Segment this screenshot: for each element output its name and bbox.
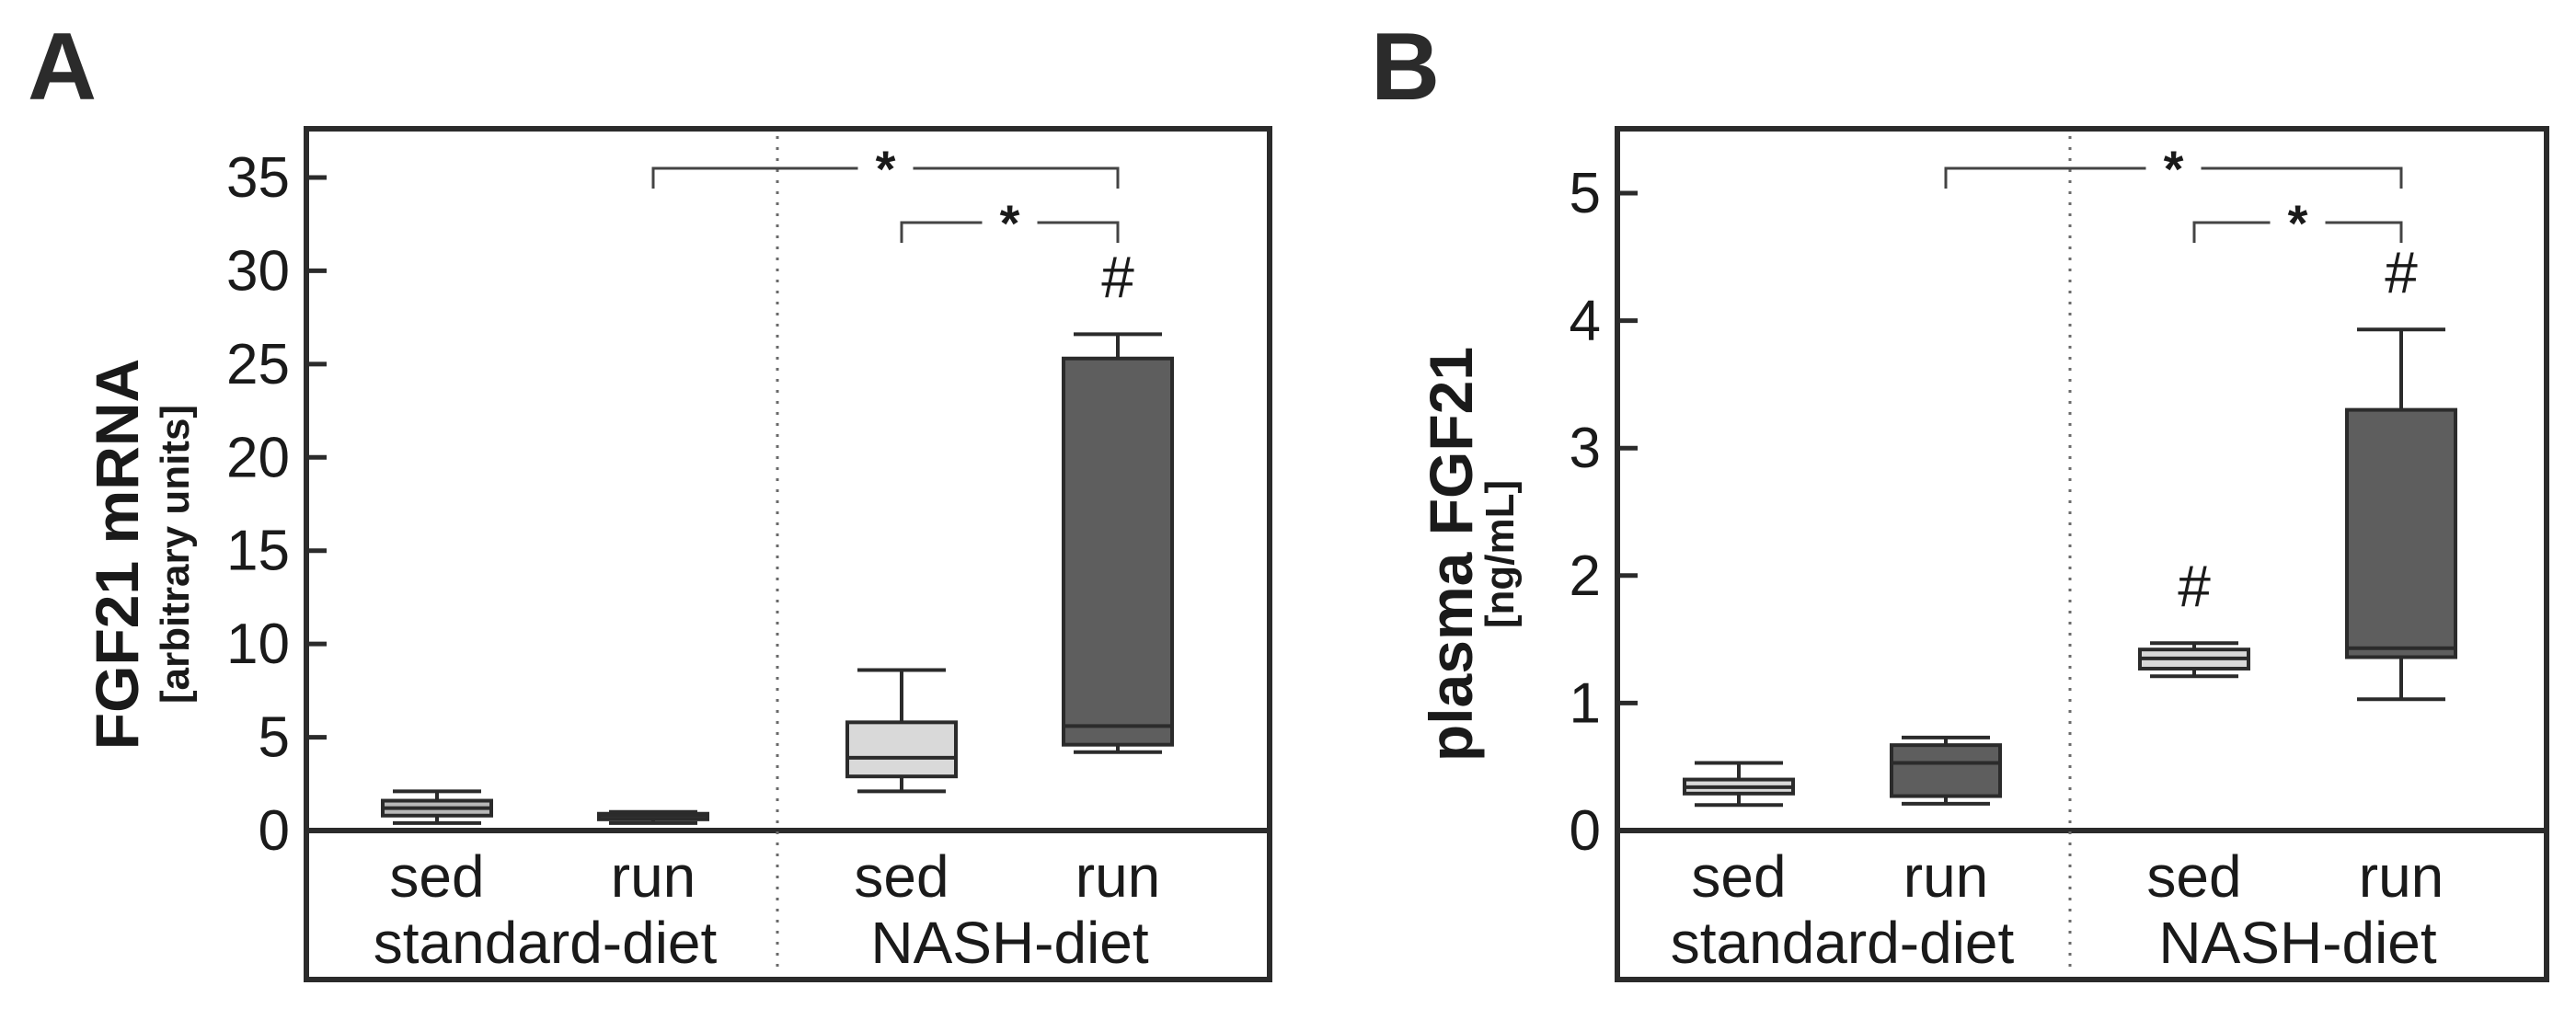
box-b-0: [1683, 761, 1795, 808]
box-iqr: [1062, 356, 1174, 747]
significance-star: *: [2164, 140, 2184, 198]
category-label-run: run: [2359, 843, 2444, 910]
bracket-line: [1944, 166, 2403, 189]
y-tick-label: 25: [226, 333, 290, 396]
panel-letter: A: [28, 14, 97, 120]
category-label-run: run: [1075, 843, 1161, 910]
y-tick-label: 20: [226, 426, 290, 489]
panel-a: A 0 5 10 15 20 25 30 35 FGF21 mRNA [arbitrary unit…: [28, 14, 1272, 982]
significance-bracket: *: [651, 140, 1120, 198]
plot-frame: [1615, 126, 2549, 982]
y-tick-label: 30: [226, 239, 290, 303]
y-tick-label: 5: [259, 706, 290, 770]
y-tick-label: 0: [259, 799, 290, 863]
box-a-2: [845, 668, 958, 794]
y-tick-label: 4: [1570, 290, 1601, 353]
y-tick-label: 15: [226, 520, 290, 583]
y-tick-label: 35: [226, 146, 290, 210]
box-a-0: [381, 789, 493, 825]
hash-mark: #: [1101, 244, 1134, 310]
category-label-sed: sed: [389, 843, 484, 910]
group-label-standard-diet: standard-diet: [1671, 910, 2015, 976]
group-label-nash-diet: NASH-diet: [2158, 910, 2437, 976]
box-b-1: [1890, 735, 2002, 806]
significance-bracket: *: [2192, 194, 2403, 252]
y-axis-unit: [ng/mL]: [1478, 480, 1523, 628]
y-tick-label: 10: [226, 613, 290, 676]
category-label-sed: sed: [854, 843, 949, 910]
y-tick-label: 2: [1570, 544, 1601, 608]
y-tick-label: 5: [1570, 162, 1601, 225]
plot-frame: [304, 126, 1272, 982]
bracket-line: [651, 166, 1120, 189]
y-axis-label: plasma FGF21: [1417, 347, 1485, 762]
significance-star: *: [2288, 194, 2308, 252]
bracket-line: [2192, 221, 2403, 243]
category-label-sed: sed: [1691, 843, 1786, 910]
hash-mark: #: [2178, 553, 2211, 619]
box-iqr: [2345, 407, 2457, 659]
box-b-3: [2345, 327, 2457, 702]
box-iqr: [1890, 743, 2002, 798]
hash-mark: #: [2385, 239, 2418, 305]
significance-bracket: *: [1944, 140, 2403, 198]
group-label-nash-diet: NASH-diet: [870, 910, 1149, 976]
box-b-2: [2138, 641, 2250, 679]
bracket-line: [900, 221, 1120, 243]
y-tick-label: 0: [1570, 799, 1601, 863]
significance-star: *: [1000, 194, 1020, 252]
category-label-run: run: [1903, 843, 1989, 910]
group-label-standard-diet: standard-diet: [374, 910, 718, 976]
category-label-run: run: [611, 843, 696, 910]
panel-letter: B: [1371, 14, 1440, 120]
box-a-3: [1062, 332, 1174, 754]
box-a-1: [597, 809, 709, 825]
significance-bracket: *: [900, 194, 1120, 252]
y-tick-label: 3: [1570, 417, 1601, 480]
y-tick-label: 1: [1570, 671, 1601, 735]
y-axis-label: FGF21 mRNA: [83, 359, 151, 750]
y-axis-unit: [arbitrary units]: [153, 405, 198, 704]
box-iqr: [845, 720, 958, 779]
significance-star: *: [876, 140, 896, 198]
category-label-sed: sed: [2146, 843, 2241, 910]
